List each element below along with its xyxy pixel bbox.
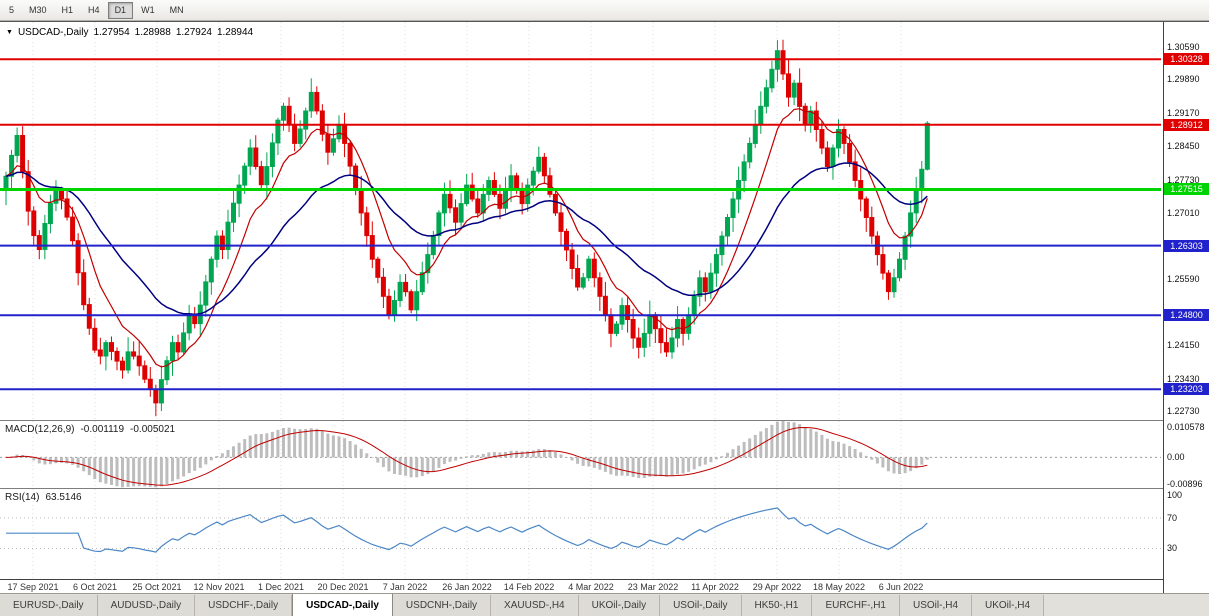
tab-audusd-daily[interactable]: AUDUSD-,Daily [97,595,196,616]
date-label: 26 Jan 2022 [442,582,492,592]
rsi-plot[interactable] [0,489,1161,579]
price-tick: 1.23430 [1167,374,1200,384]
timeframe-w1[interactable]: W1 [134,2,162,19]
price-tick: 1.30590 [1167,42,1200,52]
date-label: 20 Dec 2021 [317,582,369,592]
tab-eurchf-h1[interactable]: EURCHF-,H1 [812,595,900,616]
tab-ukoil-daily[interactable]: UKOil-,Daily [578,595,661,616]
timeframe-h1[interactable]: H1 [55,2,81,19]
price-tick: 1.24150 [1167,340,1200,350]
timeframe-h4[interactable]: H4 [81,2,107,19]
tab-ukoil-h4[interactable]: UKOil-,H4 [972,595,1045,616]
hline-badge: 1.28912 [1164,119,1209,131]
hline-badge: 1.23203 [1164,383,1209,395]
timeframe-m30[interactable]: M30 [22,2,54,19]
chart-title: ▼ USDCAD-,Daily 1.27954 1.28988 1.27924 … [6,27,253,38]
hline-badge: 1.24800 [1164,309,1209,321]
tab-usdchf-daily[interactable]: USDCHF-,Daily [195,595,293,616]
tab-xauusd-h4[interactable]: XAUUSD-,H4 [491,595,579,616]
hline-badge: 1.26303 [1164,240,1209,252]
price-tick: 1.27730 [1167,175,1200,185]
tab-eurusd-daily[interactable]: EURUSD-,Daily [0,595,98,616]
hline-badge: 1.27515 [1164,183,1209,195]
date-label: 11 Apr 2022 [691,582,739,592]
price-tick: 70 [1167,513,1178,523]
chart-window: ▼ USDCAD-,Daily 1.27954 1.28988 1.27924 … [0,21,1209,594]
tab-usoil-daily[interactable]: USOil-,Daily [660,595,742,616]
rsi-title: RSI(14) 63.5146 [5,492,82,503]
date-label: 4 Mar 2022 [568,582,614,592]
chart-symbol-label: USDCAD-,Daily [17,27,89,38]
rsi-value: 63.5146 [45,492,82,503]
main-price-chart[interactable] [0,22,1161,420]
macd-label: MACD(12,26,9) [5,424,75,435]
price-tick: 1.29170 [1167,108,1200,118]
price-tick: 1.25590 [1167,274,1200,284]
date-label: 14 Feb 2022 [503,582,555,592]
timeframe-toolbar: 5 M30 H1 H4 D1 W1 MN [0,0,1209,21]
tab-hk50-h1[interactable]: HK50-,H1 [741,595,813,616]
ohlc-high: 1.28988 [134,27,171,38]
price-axis[interactable]: 1.30590 1.29890 1.29170 1.28450 1.27730 1.270… [1163,22,1209,594]
timeframe-buttons: 5 M30 H1 H4 D1 W1 MN [2,1,191,19]
macd-pane[interactable]: MACD(12,26,9) -0.001119 -0.005021 [0,420,1163,488]
rsi-pane[interactable]: RSI(14) 63.5146 [0,488,1163,579]
timeframe-mn[interactable]: MN [163,2,191,19]
date-label: 18 May 2022 [812,582,866,592]
date-label: 29 Apr 2022 [752,582,802,592]
date-label: 17 Sep 2021 [7,582,59,592]
macd-main-value: -0.001119 [80,424,125,435]
timeframe-d1[interactable]: D1 [107,1,134,19]
macd-signal-value: -0.005021 [130,424,176,435]
ohlc-open: 1.27954 [93,27,130,38]
main-chart-pane[interactable]: ▼ USDCAD-,Daily 1.27954 1.28988 1.27924 … [0,22,1163,420]
price-tick: 30 [1167,543,1178,553]
price-tick: 1.27010 [1167,208,1200,218]
date-label: 25 Oct 2021 [132,582,182,592]
macd-title: MACD(12,26,9) -0.001119 -0.005021 [5,424,175,435]
tab-usdcad-daily[interactable]: USDCAD-,Daily [292,594,393,616]
ohlc-close: 1.28944 [216,27,254,38]
hline-badge: 1.30328 [1164,53,1209,65]
symbol-marker-icon[interactable]: ▼ [6,28,13,36]
date-label: 12 Nov 2021 [193,582,245,592]
rsi-label: RSI(14) [5,492,40,503]
macd-plot[interactable] [0,421,1161,488]
price-tick: 1.22730 [1167,406,1200,416]
price-tick: 1.29890 [1167,74,1200,84]
tab-usdcnh-daily[interactable]: USDCNH-,Daily [392,595,492,616]
price-tick: 0.00 [1167,452,1185,462]
ohlc-low: 1.27924 [175,27,212,38]
price-tick: -0.00896 [1167,479,1203,489]
date-axis[interactable]: 17 Sep 2021 6 Oct 2021 25 Oct 2021 12 Nov 2… [0,579,1163,594]
date-label: 23 Mar 2022 [627,582,679,592]
price-tick: 0.010578 [1167,422,1205,432]
price-tick: 100 [1167,490,1183,500]
symbol-tabs: EURUSD-,Daily AUDUSD-,Daily USDCHF-,Daily U… [0,593,1209,616]
plot-column: ▼ USDCAD-,Daily 1.27954 1.28988 1.27924 … [0,22,1163,594]
tab-usoil-h4[interactable]: USOil-,H4 [900,595,973,616]
date-label: 7 Jan 2022 [382,582,428,592]
price-tick: 1.28450 [1167,141,1200,151]
date-label: 1 Dec 2021 [257,582,305,592]
date-label: 6 Jun 2022 [878,582,924,592]
date-label: 6 Oct 2021 [72,582,118,592]
timeframe-5[interactable]: 5 [2,2,21,19]
